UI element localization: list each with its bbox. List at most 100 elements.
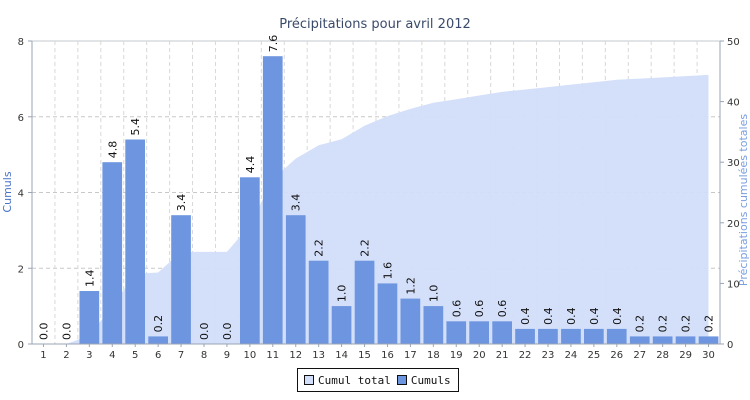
x-tick-label: 13 bbox=[312, 350, 325, 361]
x-tick-label: 10 bbox=[243, 350, 256, 361]
x-tick-label: 16 bbox=[381, 350, 394, 361]
bar-layer: 0.0 0.0 1.4 4.8 5.4 0.2 3.4 0.0 0.0 4.4 7.6 3.4 2.2 1… bbox=[38, 35, 719, 344]
x-tick-label: 11 bbox=[266, 350, 279, 361]
bar-value-label: 0.0 bbox=[198, 323, 211, 341]
bar-value-label: 0.4 bbox=[542, 307, 555, 325]
y-tick-label-left: 2 bbox=[18, 264, 24, 275]
legend-swatch-bar bbox=[396, 375, 407, 385]
x-tick-label: 5 bbox=[132, 350, 138, 361]
bar-cumuls bbox=[698, 336, 719, 344]
x-tick-label: 6 bbox=[155, 350, 161, 361]
x-tick-label: 25 bbox=[587, 350, 600, 361]
bar-value-label: 0.2 bbox=[680, 315, 693, 333]
bar-value-label: 2.2 bbox=[359, 239, 372, 257]
bar-value-label: 2.2 bbox=[313, 239, 326, 257]
bar-cumuls bbox=[584, 328, 604, 344]
bar-value-label: 3.4 bbox=[290, 194, 303, 212]
bar-cumuls bbox=[262, 56, 283, 344]
bar-cumuls bbox=[125, 139, 145, 344]
y-tick-label-left: 8 bbox=[18, 37, 24, 48]
y-axis-label-right: Précipitations cumulées totales bbox=[737, 114, 750, 286]
y-tick-label-right: 30 bbox=[727, 158, 740, 169]
x-tick-label: 2 bbox=[63, 350, 69, 361]
x-tick-label: 19 bbox=[450, 350, 463, 361]
bar-value-label: 7.6 bbox=[267, 35, 280, 53]
bar-value-label: 1.0 bbox=[336, 285, 349, 303]
y-tick-label-left: 6 bbox=[18, 113, 24, 124]
bar-cumuls bbox=[79, 291, 100, 344]
bar-cumuls bbox=[446, 321, 467, 344]
bar-cumuls bbox=[423, 306, 444, 344]
x-tick-label: 24 bbox=[565, 350, 578, 361]
x-tick-label: 20 bbox=[473, 350, 486, 361]
bar-value-label: 1.0 bbox=[427, 285, 440, 303]
bar-value-label: 0.2 bbox=[657, 315, 670, 333]
bar-cumuls bbox=[629, 336, 650, 344]
x-tick-label: 18 bbox=[427, 350, 440, 361]
bar-value-label: 0.6 bbox=[496, 300, 509, 318]
bar-value-label: 1.6 bbox=[382, 262, 395, 280]
bar-cumuls bbox=[652, 336, 673, 344]
bar-cumuls bbox=[240, 177, 260, 344]
bar-cumuls bbox=[492, 321, 512, 344]
x-tick-label: 26 bbox=[610, 350, 623, 361]
bar-value-label: 5.4 bbox=[129, 118, 142, 136]
bar-cumuls bbox=[400, 298, 421, 344]
x-tick-label: 27 bbox=[633, 350, 646, 361]
x-tick-label: 4 bbox=[109, 350, 115, 361]
legend-label-cumuls: Cumuls bbox=[410, 373, 451, 387]
chart-title: Précipitations pour avril 2012 bbox=[279, 17, 471, 32]
x-tick-label: 23 bbox=[542, 350, 555, 361]
bar-cumuls bbox=[148, 336, 168, 344]
legend-item-cumul-total: Cumul total bbox=[304, 374, 391, 387]
x-tick-label: 8 bbox=[201, 350, 207, 361]
bar-value-label: 0.4 bbox=[565, 307, 578, 325]
x-tick-label: 17 bbox=[404, 350, 417, 361]
bar-cumuls bbox=[377, 283, 398, 344]
y-tick-label-left: 4 bbox=[18, 189, 24, 200]
y-tick-label-right: 0 bbox=[727, 340, 733, 351]
bar-cumuls bbox=[285, 215, 306, 344]
bar-value-label: 0.4 bbox=[519, 307, 532, 325]
y-tick-label-left: 0 bbox=[18, 340, 24, 351]
x-tick-label: 30 bbox=[702, 350, 715, 361]
y-tick-label-right: 20 bbox=[727, 219, 740, 230]
bar-value-label: 1.2 bbox=[404, 277, 417, 295]
y-axis-label-left: Cumuls bbox=[1, 171, 14, 212]
bar-value-label: 0.2 bbox=[634, 315, 647, 333]
x-tick-label: 28 bbox=[656, 350, 669, 361]
bar-cumuls bbox=[331, 306, 352, 344]
x-tick-label: 12 bbox=[289, 350, 302, 361]
x-tick-label: 1 bbox=[40, 350, 46, 361]
x-tick-label: 21 bbox=[496, 350, 509, 361]
bar-cumuls bbox=[308, 260, 329, 344]
y-tick-label-right: 40 bbox=[727, 98, 740, 109]
bar-value-label: 0.2 bbox=[703, 315, 716, 333]
area-layer bbox=[32, 74, 709, 345]
bar-value-label: 1.4 bbox=[83, 270, 96, 288]
bar-cumuls bbox=[675, 336, 696, 344]
bar-value-label: 0.4 bbox=[588, 307, 601, 325]
bar-cumuls bbox=[469, 321, 489, 344]
x-tick-label: 7 bbox=[178, 350, 184, 361]
legend-label-cumul-total: Cumul total bbox=[318, 373, 391, 387]
bar-cumuls bbox=[561, 328, 581, 344]
y-tick-label-right: 50 bbox=[727, 37, 740, 48]
legend-item-cumuls: Cumuls bbox=[396, 373, 451, 387]
bar-value-label: 4.8 bbox=[106, 141, 119, 159]
x-tick-label: 22 bbox=[519, 350, 532, 361]
area-cumul-total bbox=[32, 74, 709, 345]
y-tick-label-right: 10 bbox=[727, 279, 740, 290]
bar-cumuls bbox=[354, 260, 375, 344]
x-tick-label: 9 bbox=[224, 350, 230, 361]
bar-cumuls bbox=[171, 215, 191, 344]
bar-value-label: 3.4 bbox=[175, 194, 188, 212]
bar-value-label: 0.0 bbox=[60, 323, 73, 341]
x-tick-label: 14 bbox=[335, 350, 348, 361]
bar-value-label: 0.0 bbox=[221, 323, 234, 341]
bar-cumuls bbox=[515, 328, 535, 344]
bar-value-label: 4.4 bbox=[244, 156, 257, 174]
bar-value-label: 0.0 bbox=[38, 323, 51, 341]
x-tick-label: 29 bbox=[679, 350, 692, 361]
